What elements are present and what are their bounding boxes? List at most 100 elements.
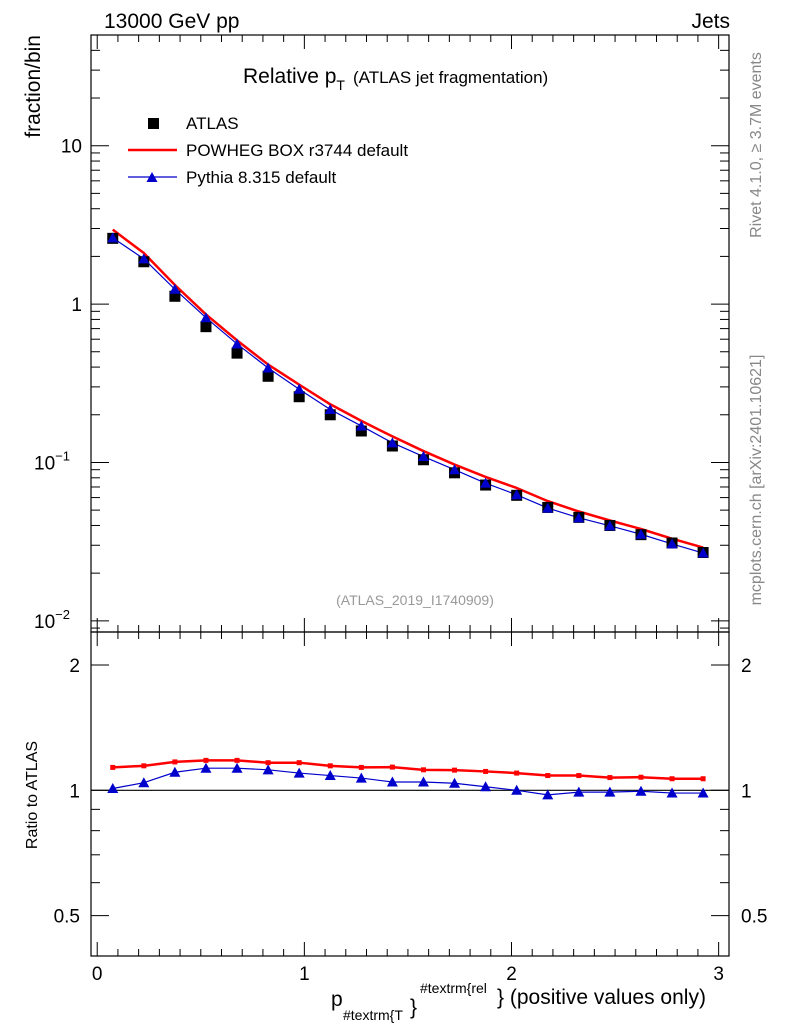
ratio-y-tick-label-right-2: 2 [741,656,752,677]
pythia-data-point [449,464,461,475]
pythia-data-point [542,502,554,513]
x-tick-label-2: 2 [506,964,517,985]
atlas-data-point [231,347,243,359]
ratio-powheg-point [700,776,706,782]
pythia-data-point [635,528,647,539]
ratio-pythia-point [324,770,336,781]
rivet-version-label: Rivet 4.1.0, ≥ 3.7M events [748,52,765,238]
atlas-data-point [293,391,305,403]
ratio-powheg-point [203,757,209,763]
legend-pythia-marker [146,172,158,182]
ratio-axis-ticks [91,632,729,956]
ratio-powheg-point [607,775,613,781]
ratio-pythia-point [511,784,523,795]
ratio-y-axis-label: Ratio to ATLAS [24,741,41,849]
x-axis-label-superscript: #textrm{rel [420,980,487,996]
pythia-data-point [604,520,616,531]
ratio-pythia-point [200,762,212,773]
y-tick-label-0.1: 10−1 [34,448,70,474]
pythia-data-point [666,538,678,549]
chart-title-rest: (ATLAS jet fragmentation) [353,68,548,87]
ratio-pythia-point [573,786,585,797]
ratio-pythia-point [542,789,554,800]
pythia-data-point [200,312,212,323]
ratio-powheg-point [296,760,302,766]
ratio-series-layer [107,757,709,800]
ratio-pythia-point [386,776,398,787]
ratio-line-pythia [112,767,704,796]
ratio-y-tick-label-0.5: 0.5 [54,907,80,928]
main-y-axis-label: fraction/bin [22,35,45,138]
ratio-y-tick-label-1: 1 [69,781,80,802]
pythia-data-point [386,437,398,448]
y-tick-label-0.1-base: 10 [34,453,55,474]
atlas-data-point [169,290,181,302]
header-left-label: 13000 GeV pp [104,10,239,33]
ratio-powheg-point [452,767,458,773]
main-axis-ticks [91,34,729,632]
y-tick-label-0.01: 10−2 [34,607,70,633]
ratio-pythia-point [604,786,616,797]
pythia-data-point [417,451,429,462]
x-tick-label-3: 3 [713,964,724,985]
ratio-powheg-point [172,759,178,765]
x-axis-label-main: p [331,988,343,1011]
header-right-label: Jets [691,10,730,33]
x-tick-label-1: 1 [299,964,310,985]
pythia-data-point [293,383,305,394]
legend-atlas-label: ATLAS [186,114,239,133]
ratio-pythia-point [635,785,647,796]
atlas-data-point [324,409,336,421]
pythia-data-point [138,253,150,264]
ratio-panel-frame [90,631,730,957]
ratio-powheg-point [110,764,116,770]
ratio-pythia-point [262,764,274,775]
ratio-powheg-point [669,776,675,782]
main-series-layer [107,228,709,559]
pythia-data-point [697,547,709,558]
chart-title: Relative pT (ATLAS jet fragmentation) [243,65,548,93]
ratio-line-powheg [112,759,704,781]
ratio-pythia-point [480,781,492,792]
ratio-pythia-point [449,777,461,788]
y-tick-label-1: 1 [71,295,82,316]
legend: ATLAS POWHEG BOX r3744 default Pythia 8.… [128,114,408,187]
ratio-powheg-point [389,764,395,770]
pythia-data-point [231,338,243,349]
series-line-pythia [112,237,704,554]
atlas-data-point [200,321,212,333]
ratio-powheg-point [638,774,644,780]
ratio-pythia-point [169,766,181,777]
ratio-powheg-point [141,763,147,769]
x-axis-label-rest: } (positive values only) [497,986,706,1009]
ratio-pythia-point [138,777,150,788]
ratio-y-tick-label-2: 2 [69,656,80,677]
ratio-y-tick-label-right-1: 1 [741,781,752,802]
pythia-data-point [169,283,181,294]
x-axis-label-brace: } [410,996,417,1019]
legend-powheg-label: POWHEG BOX r3744 default [186,141,408,160]
ratio-pythia-point [231,762,243,773]
ratio-powheg-point [514,770,520,776]
series-line-powheg [111,228,704,549]
chart-title-main: Relative p [243,65,336,88]
atlas-data-point [262,370,274,382]
atlas-data-point [355,425,367,437]
pythia-data-point [355,420,367,431]
ratio-powheg-point [234,757,240,763]
pythia-data-point [573,512,585,523]
ratio-pythia-point [697,787,709,798]
main-y-tick-labels: 10 1 10−1 10−2 [34,137,82,633]
ratio-pythia-point [417,776,429,787]
ratio-powheg-point [265,760,271,766]
ratio-y-tick-label-right-0.5: 0.5 [741,907,767,928]
ratio-pythia-point [293,767,305,778]
x-axis-label-subscript: #textrm{T [343,1007,403,1023]
y-tick-label-10: 10 [61,137,82,158]
ratio-powheg-point [545,773,551,779]
pythia-data-point [511,489,523,500]
ratio-pythia-point [666,787,678,798]
mcplots-label: mcplots.cern.ch [arXiv:2401.10621] [748,355,765,606]
ratio-powheg-point [327,763,333,769]
y-tick-label-0.01-exp: −2 [55,607,70,622]
